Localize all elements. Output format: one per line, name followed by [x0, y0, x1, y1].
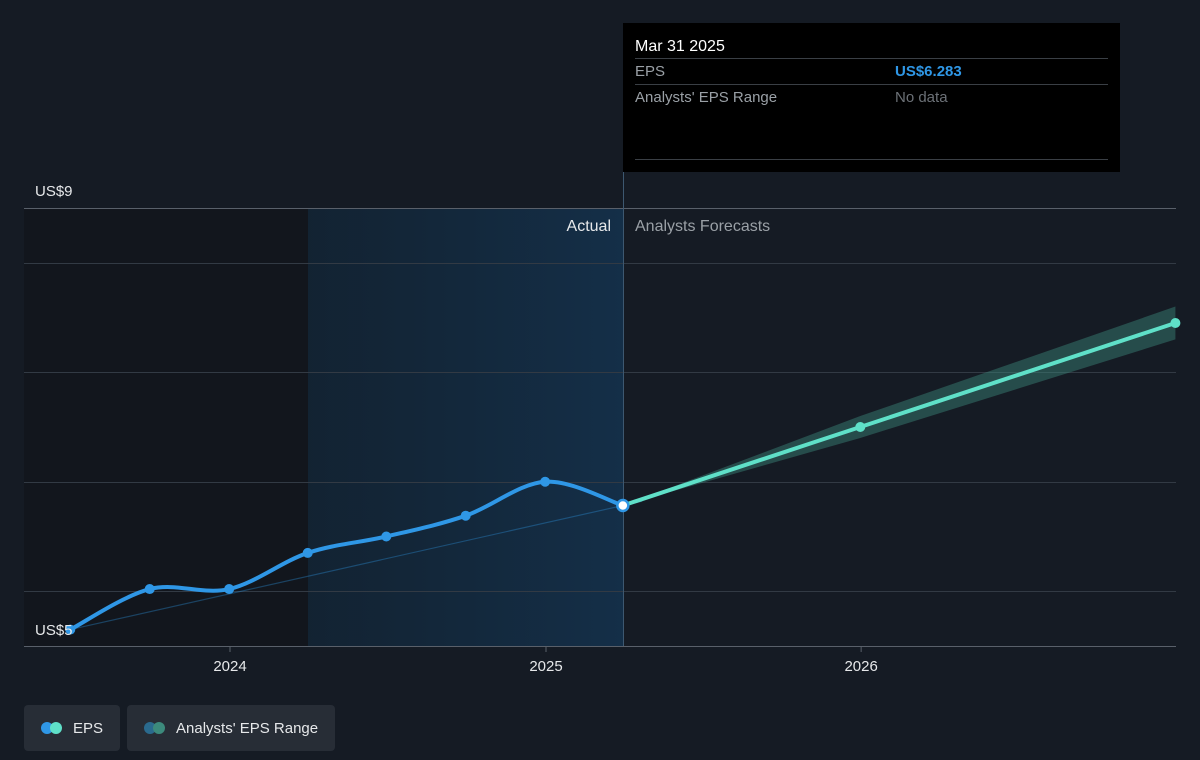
- eps-point-highlighted[interactable]: [616, 498, 630, 513]
- eps-point[interactable]: [381, 531, 392, 542]
- analysts-eps-range-band: [622, 306, 1176, 506]
- eps-point[interactable]: [144, 584, 155, 595]
- y-tick-label-top: US$9: [35, 183, 73, 200]
- tooltip-date: Mar 31 2025: [635, 38, 725, 55]
- legend-eps-swatch-icon: [41, 721, 65, 735]
- x-tick-label: 2025: [529, 658, 562, 675]
- region-label-actual: Actual: [567, 218, 611, 235]
- y-tick-label-bottom: US$5: [35, 622, 73, 639]
- tooltip-row-range: Analysts' EPS Range No data: [635, 84, 1108, 110]
- eps-point[interactable]: [224, 584, 235, 595]
- eps-forecast-line: [620, 320, 1178, 508]
- highlight-band: [308, 208, 624, 646]
- x-tick-labels: 2024 2025 2026: [213, 646, 878, 675]
- region-label-forecast: Analysts Forecasts: [635, 218, 770, 235]
- eps-forecast-point[interactable]: [1170, 317, 1181, 328]
- legend-item-eps[interactable]: EPS: [24, 705, 121, 751]
- legend: EPS Analysts' EPS Range: [24, 705, 336, 751]
- legend-range-swatch-icon: [144, 721, 168, 735]
- x-tick-label: 2026: [844, 658, 877, 675]
- x-tick-label: 2024: [213, 658, 246, 675]
- trend-line-path: [70, 500, 643, 631]
- tooltip-eps-value: US$6.283: [895, 63, 962, 80]
- range-band-area: [622, 306, 1176, 506]
- eps-point[interactable]: [460, 510, 471, 521]
- legend-eps-label: EPS: [73, 719, 104, 737]
- legend-range-label: Analysts' EPS Range: [176, 719, 319, 737]
- tooltip: Mar 31 2025 EPS US$6.283 Analysts' EPS R…: [623, 23, 1120, 172]
- past-shade: [24, 208, 308, 646]
- tooltip-row-eps: EPS US$6.283: [635, 58, 1108, 84]
- tooltip-range-label: Analysts' EPS Range: [635, 89, 778, 106]
- tooltip-eps-label: EPS: [635, 63, 666, 80]
- series-points: [65, 317, 1181, 635]
- eps-point[interactable]: [540, 476, 551, 487]
- tooltip-range-value: No data: [895, 89, 948, 106]
- series-lines: [68, 320, 1178, 632]
- eps-point[interactable]: [302, 547, 313, 558]
- eps-forecast-point[interactable]: [855, 422, 866, 432]
- eps-actual-line: [68, 479, 625, 632]
- legend-item-range[interactable]: Analysts' EPS Range: [127, 705, 336, 751]
- eps-point[interactable]: [65, 624, 76, 635]
- eps-chart: US$9 US$5 Actual Analysts Forecasts 2024…: [24, 172, 1181, 675]
- tooltip-divider: [635, 159, 1108, 160]
- trend-line: [70, 500, 643, 631]
